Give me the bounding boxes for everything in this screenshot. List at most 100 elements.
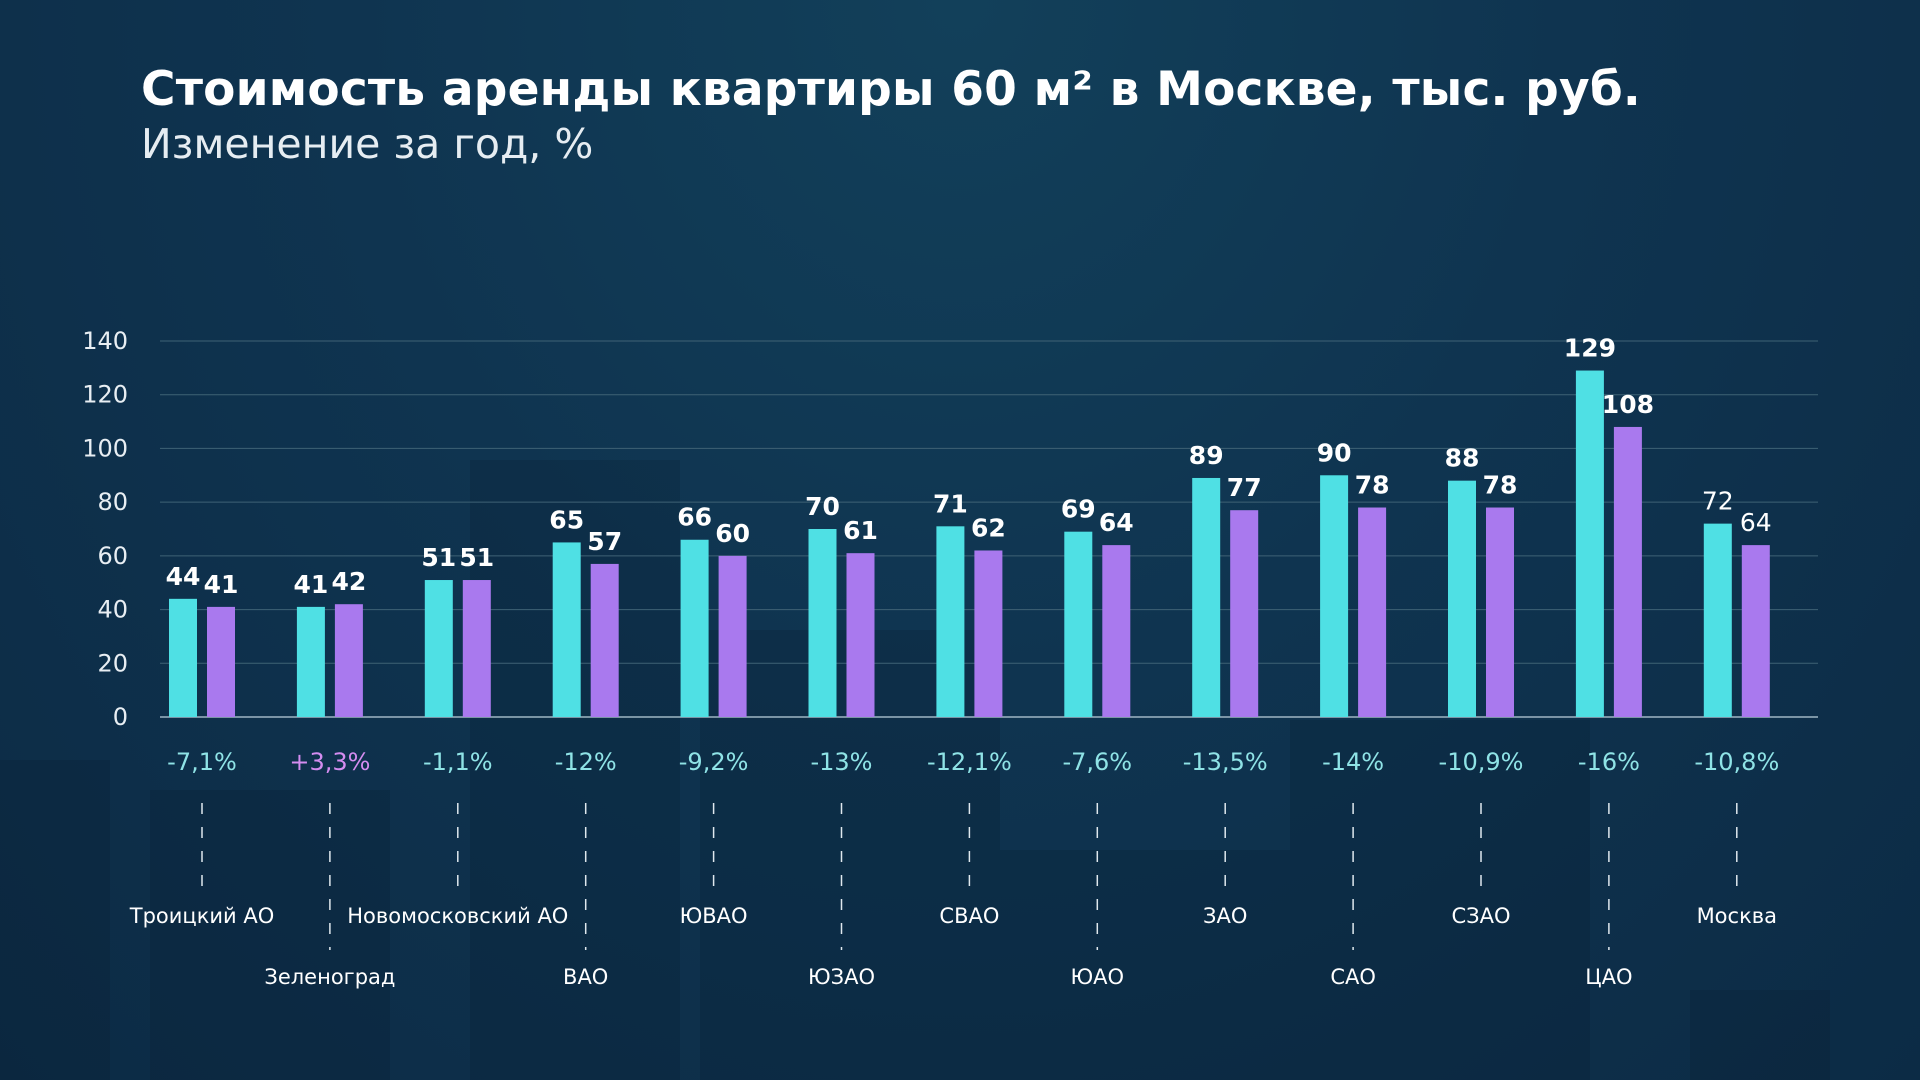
bar-current-year xyxy=(462,580,491,717)
bar-value-label: 90 xyxy=(1317,438,1352,467)
background-block xyxy=(150,790,390,1080)
category-labels: Троицкий АО Зеленоград Новомосковский АО ВА… xyxy=(129,904,1777,989)
bar-value-label: 41 xyxy=(294,570,329,599)
y-tick-label: 140 xyxy=(82,327,128,355)
bar-value-label: 44 xyxy=(166,562,201,591)
category-label: ЦАО xyxy=(1585,965,1632,989)
bar-value-label: 60 xyxy=(715,519,750,548)
bar-current-year xyxy=(590,563,619,717)
category-label: ЮВАО xyxy=(680,904,748,928)
change-labels: -7,1% +3,3% -1,1% -12% -9,2% -13% -12,1% -7,6% -… xyxy=(167,748,1779,776)
bar-value-label: 89 xyxy=(1189,441,1224,470)
y-tick-label: 20 xyxy=(97,649,128,677)
bar-value-label: 108 xyxy=(1602,390,1654,419)
y-tick-label: 60 xyxy=(97,542,128,570)
category-label: Новомосковский АО xyxy=(347,904,568,928)
bar-value-label: 64 xyxy=(1099,508,1134,537)
bar-value-label: 78 xyxy=(1483,471,1518,500)
bar-current-year xyxy=(1230,510,1259,717)
bar-current-year xyxy=(1102,545,1131,717)
category-label: ЮАО xyxy=(1071,965,1125,989)
bar-current-year xyxy=(1741,545,1770,717)
background-block xyxy=(0,760,110,1080)
change-percent-label: -10,9% xyxy=(1439,748,1524,776)
change-percent-label: -7,1% xyxy=(167,748,237,776)
bar-value-label: 129 xyxy=(1564,334,1616,363)
y-tick-label: 0 xyxy=(113,703,128,731)
bar-value-label: 70 xyxy=(805,492,840,521)
chart-subtitle: Изменение за год, % xyxy=(141,120,594,168)
bar-previous-year xyxy=(296,606,325,717)
chart-title: Стоимость аренды квартиры 60 м² в Москве… xyxy=(141,62,1641,117)
category-label: СВАО xyxy=(939,904,999,928)
category-label: Троицкий АО xyxy=(129,904,275,928)
bar-value-label: 51 xyxy=(459,543,494,572)
change-percent-label: -7,6% xyxy=(1062,748,1132,776)
bar-value-label: 78 xyxy=(1355,471,1390,500)
category-label: ЮЗАО xyxy=(808,965,875,989)
bar-current-year xyxy=(974,550,1003,717)
bar-current-year xyxy=(1486,507,1514,717)
category-label: ЗАО xyxy=(1203,904,1247,928)
background-block xyxy=(1290,720,1590,1080)
bars xyxy=(169,370,1770,717)
bar-previous-year xyxy=(1320,475,1349,717)
bar-current-year xyxy=(207,606,235,717)
bar-value-label: 88 xyxy=(1445,444,1480,473)
category-label: СЗАО xyxy=(1451,904,1510,928)
bar-previous-year xyxy=(552,542,581,717)
bar-previous-year xyxy=(1448,480,1476,717)
category-label: САО xyxy=(1330,965,1376,989)
y-tick-label: 120 xyxy=(82,381,128,409)
bar-previous-year xyxy=(808,529,837,717)
background-block xyxy=(1000,850,1290,1080)
bar-current-year xyxy=(846,553,875,717)
bar-value-label: 77 xyxy=(1227,473,1262,502)
bar-previous-year xyxy=(424,580,453,717)
bar-previous-year xyxy=(1064,531,1093,717)
change-percent-label: -9,2% xyxy=(679,748,749,776)
change-percent-label: -16% xyxy=(1578,748,1640,776)
bar-previous-year xyxy=(680,539,709,717)
bar-value-label: 69 xyxy=(1061,495,1096,524)
bar-current-year xyxy=(718,555,747,717)
change-percent-label: +3,3% xyxy=(289,748,370,776)
category-connectors xyxy=(201,803,1738,950)
change-percent-label: -13% xyxy=(810,748,872,776)
change-percent-label: -12% xyxy=(555,748,617,776)
y-axis-ticks: 0 20 40 60 80 100 120 140 xyxy=(82,327,128,731)
bar-previous-year xyxy=(1703,523,1732,717)
bar-current-year xyxy=(334,604,363,717)
category-label: Зеленоград xyxy=(264,965,395,989)
change-percent-label: -13,5% xyxy=(1183,748,1268,776)
bar-value-label: 62 xyxy=(971,513,1006,542)
bar-value-label: 41 xyxy=(204,570,239,599)
category-label: ВАО xyxy=(563,965,608,989)
category-label: Москва xyxy=(1697,904,1777,928)
bar-previous-year xyxy=(169,598,197,717)
bar-value-label: 61 xyxy=(843,516,878,545)
y-tick-label: 80 xyxy=(97,488,128,516)
change-percent-label: -10,8% xyxy=(1694,748,1779,776)
bar-value-label: 51 xyxy=(421,543,456,572)
y-tick-label: 40 xyxy=(97,596,128,624)
bar-value-label: 65 xyxy=(549,505,584,534)
bar-value-label: 66 xyxy=(677,503,712,532)
bar-previous-year xyxy=(936,526,965,717)
bar-value-label: 42 xyxy=(332,567,367,596)
bar-value-label: 57 xyxy=(587,527,622,556)
y-tick-label: 100 xyxy=(82,434,128,462)
bar-value-label: 64 xyxy=(1740,508,1772,537)
bar-value-label: 71 xyxy=(933,489,968,518)
change-percent-label: -14% xyxy=(1322,748,1384,776)
bar-previous-year xyxy=(1192,477,1221,717)
bar-value-label: 72 xyxy=(1702,487,1734,516)
bar-previous-year xyxy=(1575,370,1604,717)
change-percent-label: -1,1% xyxy=(423,748,493,776)
change-percent-label: -12,1% xyxy=(927,748,1012,776)
bar-current-year xyxy=(1358,507,1387,717)
bar-current-year xyxy=(1613,426,1642,717)
background-block xyxy=(1690,990,1830,1080)
